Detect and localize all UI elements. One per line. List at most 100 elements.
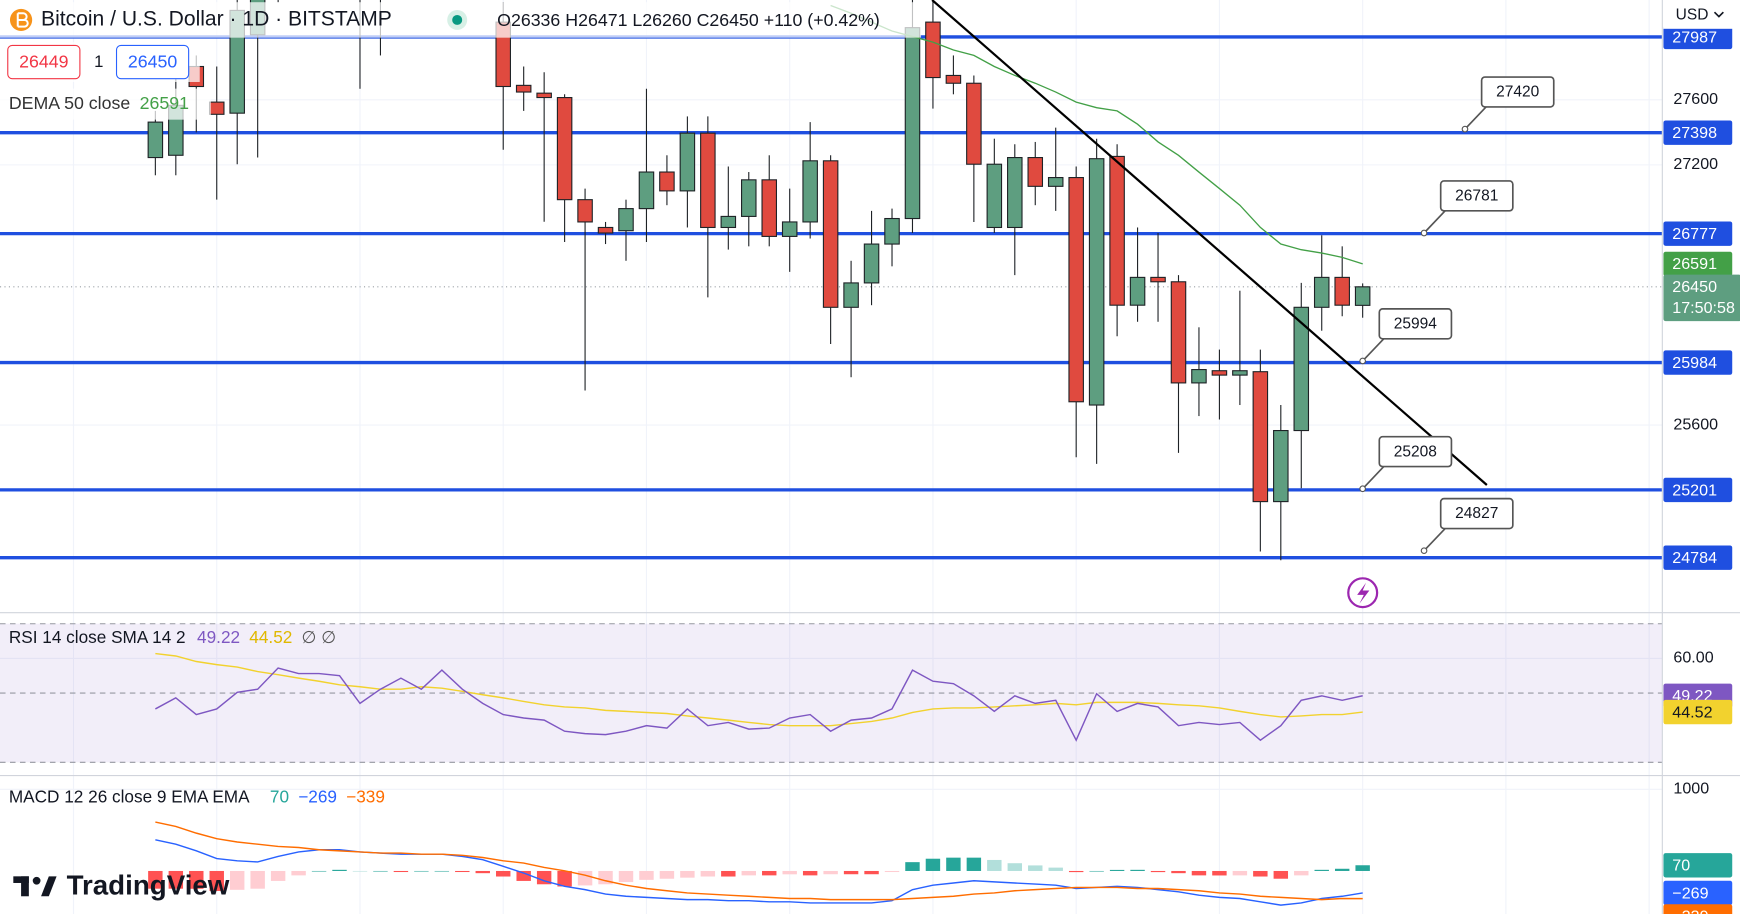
- candle-body: [781, 221, 798, 237]
- macd-histogram-bar: [762, 870, 777, 876]
- indicator-label-box: [1663, 251, 1733, 277]
- macd-pane: [148, 821, 1370, 906]
- ohlc-value: 26260: [642, 10, 691, 30]
- currency-chevron[interactable]: [1713, 11, 1724, 18]
- candle-body: [1313, 276, 1330, 308]
- callout-label: 27420: [1496, 84, 1540, 101]
- ohlc-value: 26471: [578, 10, 627, 30]
- macd-histogram-bar: [1007, 863, 1023, 871]
- candle-body: [1334, 276, 1350, 306]
- macd-histogram-bar: [1191, 870, 1207, 876]
- callout-box: [1378, 308, 1453, 340]
- candle-body: [741, 179, 757, 217]
- market-status[interactable]: [447, 9, 468, 30]
- macd-histogram-bar: [1273, 870, 1289, 879]
- candle-body: [802, 160, 818, 223]
- candle-body: [1047, 176, 1064, 187]
- rsi-pane: [0, 623, 1663, 763]
- candle-body: [1150, 276, 1166, 283]
- macd-histogram-bar: [1171, 870, 1186, 874]
- trend-line: [931, 0, 1488, 486]
- buy-button[interactable]: 26450: [115, 44, 190, 80]
- callout-label: 25994: [1394, 316, 1438, 333]
- macd-histogram-bar: [270, 870, 286, 881]
- candle-body: [1129, 276, 1146, 306]
- candle-body: [1007, 157, 1023, 229]
- macd-histogram-bar: [148, 870, 163, 889]
- callout-anchor: [1359, 485, 1366, 493]
- price-pane: 27420 26781 25994 25208 24827: [0, 0, 1663, 561]
- macd-histogram-bar: [332, 869, 347, 871]
- candle-body: [659, 171, 675, 192]
- plots: 27420 26781 25994 25208 24827: [0, 0, 1663, 914]
- macd-histogram-bar: [577, 870, 593, 886]
- ohlc-value: 26450: [709, 10, 758, 30]
- callout-pointer: [1423, 527, 1446, 552]
- rsi-line: [155, 652, 1363, 727]
- candle-body: [945, 74, 962, 84]
- macd-histogram-bar: [1334, 868, 1350, 871]
- callout-box: [1480, 76, 1555, 108]
- candle-body: [1354, 286, 1371, 306]
- candle-body: [515, 84, 532, 93]
- level-label: 26777: [1672, 225, 1717, 243]
- rsi-line: [155, 667, 1363, 742]
- callout-label: 24827: [1455, 505, 1498, 522]
- macd-histogram-bar: [925, 858, 941, 871]
- callout-box: [1378, 435, 1453, 468]
- y-tick-label: 27200: [1673, 155, 1718, 173]
- macd-histogram-bar: [189, 870, 204, 889]
- candle-body: [843, 282, 859, 308]
- rsi-title[interactable]: RSI 14 close SMA 14 2: [9, 627, 186, 647]
- macd-histogram-bar: [168, 870, 184, 889]
- macd-histogram-bar: [987, 859, 1002, 871]
- macd-histogram-bar: [414, 870, 429, 872]
- bar-countdown: 17:50:58: [1672, 299, 1735, 317]
- indicator-name[interactable]: DEMA 50 close: [9, 93, 130, 113]
- candle-body: [1273, 429, 1289, 503]
- macd-histogram-bar: [516, 870, 531, 881]
- macd-histogram-bar: [680, 870, 695, 878]
- symbol-title[interactable]: Bitcoin / U.S. Dollar · 1D · BITSTAMP: [41, 8, 392, 31]
- macd-legend[interactable]: MACD 12 26 close 9 EMA EMA 70 −269 −339: [9, 786, 385, 806]
- alert-icon[interactable]: [1347, 577, 1379, 609]
- level-label-box: [1663, 477, 1733, 503]
- macd-histogram-bar: [373, 870, 388, 872]
- rsi-sma-value: 44.52: [249, 627, 292, 647]
- macd-histogram-bar: [250, 870, 265, 889]
- macd-histogram-bar: [802, 870, 818, 876]
- bid-price[interactable]: 26449: [19, 51, 68, 71]
- callout-pointer: [1362, 466, 1385, 490]
- ask-price[interactable]: 26450: [128, 51, 177, 71]
- callout-anchor: [1359, 357, 1366, 365]
- candle-body: [1027, 157, 1044, 187]
- candle-body: [761, 179, 778, 237]
- macd-histogram-bar: [864, 870, 879, 875]
- level-label-box: [1663, 221, 1733, 246]
- candle-body: [700, 132, 716, 229]
- sell-button[interactable]: 26449: [7, 44, 81, 80]
- legend-backdrop: [0, 88, 211, 120]
- macd-histogram-bar: [823, 870, 838, 875]
- currency-selector[interactable]: USD: [1676, 7, 1709, 24]
- callout-anchor: [1420, 547, 1428, 555]
- macd-histogram-bar: [455, 870, 470, 873]
- macd-hist-value: 70: [270, 786, 289, 806]
- rsi-sma-label-box: [1663, 699, 1733, 725]
- y-tick-label: 1000: [1673, 780, 1709, 798]
- rsi-legend[interactable]: RSI 14 close SMA 14 2 49.22 44.52 ∅ ∅: [9, 627, 336, 647]
- level-label: 27398: [1672, 124, 1717, 142]
- brand-logo: TradingView: [13, 870, 230, 901]
- indicator-legend[interactable]: DEMA 50 close 26591: [9, 93, 189, 113]
- macd-histogram-bar: [1109, 869, 1125, 871]
- candle-body: [720, 215, 737, 229]
- last-price-label: 26450: [1672, 278, 1717, 296]
- callout-box: [1439, 497, 1514, 530]
- rsi-suffix: ∅ ∅: [302, 627, 337, 647]
- rsi-sma-label: 44.52: [1672, 703, 1712, 721]
- macd-value: −269: [298, 786, 337, 806]
- macd-histogram-bar: [434, 870, 450, 872]
- macd-title[interactable]: MACD 12 26 close 9 EMA EMA: [9, 786, 250, 806]
- candle-body: [884, 217, 900, 245]
